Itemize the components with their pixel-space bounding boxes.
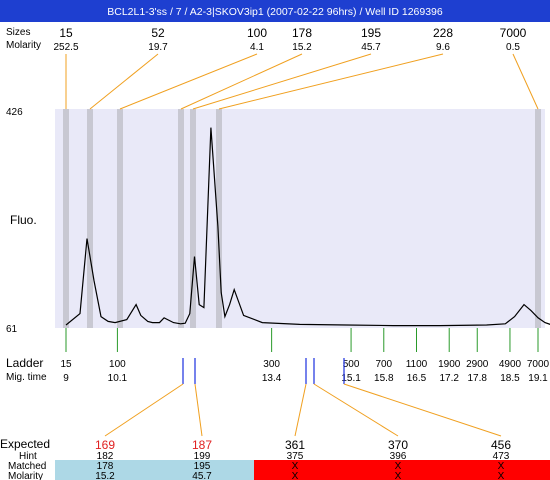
ladder-label: Ladder (6, 356, 43, 370)
molarity-value: X (395, 471, 402, 480)
expected-connector (194, 383, 203, 437)
matched-row-bg (55, 460, 254, 480)
peak-size-label: 100 (247, 26, 267, 40)
hint-value: 199 (194, 451, 211, 462)
molarity-value: 45.7 (192, 471, 212, 480)
matched-value: 178 (97, 461, 114, 472)
y-min-label: 61 (6, 324, 18, 335)
molarity-label: Molarity (6, 40, 41, 51)
ladder-time-label: 17.2 (439, 373, 459, 384)
peak-band (87, 109, 93, 328)
hint-value: 473 (493, 451, 510, 462)
chart-title: BCL2L1-3'ss / 7 / A2-3|SKOV3ip1 (2007-02… (107, 6, 443, 18)
y-max-label: 426 (6, 107, 23, 118)
hint-label: Hint (19, 451, 37, 462)
peak-connector (119, 53, 258, 110)
peak-connector (512, 53, 539, 110)
peak-size-label: 228 (433, 26, 453, 40)
molarity-value: X (292, 471, 299, 480)
peak-molarity-label: 0.5 (506, 42, 520, 53)
expected-connector (104, 383, 184, 437)
expected-label: Expected (0, 437, 50, 451)
ladder-size-label: 2900 (466, 359, 489, 370)
expected-value: 370 (388, 438, 408, 452)
ladder-size-label: 4900 (499, 359, 522, 370)
ladder-size-label: 700 (375, 359, 392, 370)
title-bar (0, 0, 550, 22)
peak-band (63, 109, 69, 328)
peak-band (117, 109, 123, 328)
expected-value: 456 (491, 438, 511, 452)
peak-molarity-label: 19.7 (148, 42, 168, 53)
ladder-time-label: 19.1 (528, 373, 548, 384)
matched-value: 195 (194, 461, 211, 472)
hint-value: 182 (97, 451, 114, 462)
expected-connector (343, 383, 502, 437)
peak-size-label: 15 (59, 26, 73, 40)
expected-connector (313, 383, 399, 437)
peak-connector (180, 53, 303, 110)
sizes-label: Sizes (6, 27, 30, 38)
ladder-time-label: 13.4 (262, 373, 282, 384)
peak-size-label: 7000 (500, 26, 527, 40)
ladder-size-label: 300 (263, 359, 280, 370)
ladder-time-label: 18.5 (500, 373, 520, 384)
matched-value: X (498, 461, 505, 472)
peak-molarity-label: 15.2 (292, 42, 312, 53)
expected-value: 187 (192, 438, 212, 452)
ladder-size-label: 1100 (406, 359, 428, 370)
matched-value: X (292, 461, 299, 472)
peak-molarity-label: 9.6 (436, 42, 450, 53)
y-axis-title: Fluo. (10, 213, 37, 227)
matched-value: X (395, 461, 402, 472)
peak-connector (89, 53, 159, 110)
peak-band (216, 109, 222, 328)
ladder-time-label: 10.1 (108, 373, 128, 384)
molarity-value: X (498, 471, 505, 480)
peak-band (190, 109, 196, 328)
molarity-value: 15.2 (95, 471, 115, 480)
ladder-size-label: 7000 (527, 359, 550, 370)
matched-label: Matched (8, 461, 46, 472)
peak-size-label: 52 (151, 26, 165, 40)
missing-row-bg (254, 460, 550, 480)
expected-value: 361 (285, 438, 305, 452)
ladder-size-label: 15 (60, 359, 72, 370)
peak-size-label: 178 (292, 26, 312, 40)
peak-band (178, 109, 184, 328)
ladder-time-label: 9 (63, 373, 69, 384)
hint-value: 396 (390, 451, 407, 462)
expected-connector (294, 383, 307, 437)
mig-time-label: Mig. time (6, 372, 47, 383)
peak-molarity-label: 45.7 (361, 42, 381, 53)
ladder-size-label: 1900 (438, 359, 461, 370)
peak-band (535, 109, 541, 328)
peak-molarity-label: 4.1 (250, 42, 264, 53)
plot-area (55, 109, 545, 328)
molarity-row-label: Molarity (8, 471, 43, 480)
ladder-time-label: 15.8 (374, 373, 394, 384)
ladder-time-label: 16.5 (407, 373, 427, 384)
peak-connector (218, 53, 444, 110)
ladder-time-label: 15.1 (341, 373, 361, 384)
ladder-time-label: 17.8 (468, 373, 488, 384)
peak-molarity-label: 252.5 (53, 42, 78, 53)
expected-value: 169 (95, 438, 115, 452)
ladder-size-label: 500 (343, 359, 360, 370)
hint-value: 375 (287, 451, 304, 462)
ladder-size-label: 100 (109, 359, 126, 370)
peak-size-label: 195 (361, 26, 381, 40)
fluorescence-trace (65, 127, 550, 327)
peak-connector (192, 53, 372, 110)
